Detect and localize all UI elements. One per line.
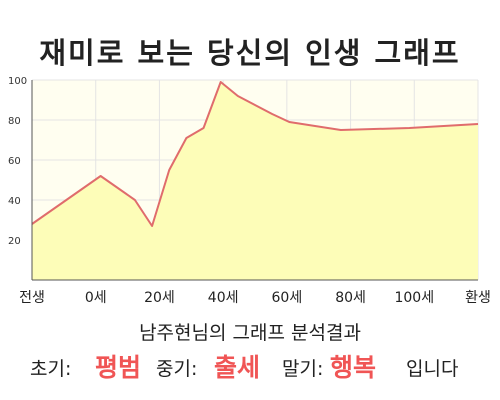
ending-text: 입니다 bbox=[406, 358, 459, 380]
x-tick-label: 60세 bbox=[272, 290, 303, 306]
x-tick-label: 80세 bbox=[335, 290, 366, 306]
y-tick-label: 20 bbox=[8, 236, 21, 247]
y-tick-label: 60 bbox=[8, 156, 21, 167]
early-label: 초기: bbox=[30, 358, 72, 380]
series-line bbox=[31, 81, 479, 227]
early-value: 평범 bbox=[95, 353, 142, 382]
x-tick-label: 40세 bbox=[208, 290, 239, 306]
x-tick-label: 20세 bbox=[144, 290, 175, 306]
x-tick-label: 환생 bbox=[465, 290, 491, 306]
x-tick-label: 100세 bbox=[394, 290, 434, 306]
x-tick-label: 0세 bbox=[85, 290, 107, 306]
area-fill bbox=[32, 82, 478, 280]
late-value: 행복 bbox=[330, 353, 377, 382]
analysis-result: 초기: 평범 중기: 출세 말기: 행복 입니다 bbox=[0, 344, 500, 384]
x-tick-label: 전생 bbox=[19, 290, 45, 306]
chart-title: 재미로 보는 당신의 인생 그래프 bbox=[39, 36, 461, 70]
middle-label: 중기: bbox=[156, 358, 198, 380]
y-tick-label: 100 bbox=[8, 76, 27, 87]
analysis-summary: 남주현님의 그래프 분석결과 bbox=[139, 322, 361, 344]
late-label: 말기: bbox=[282, 358, 324, 380]
y-tick-label: 40 bbox=[8, 196, 21, 207]
y-tick-label: 80 bbox=[8, 116, 21, 127]
middle-value: 출세 bbox=[214, 353, 261, 382]
